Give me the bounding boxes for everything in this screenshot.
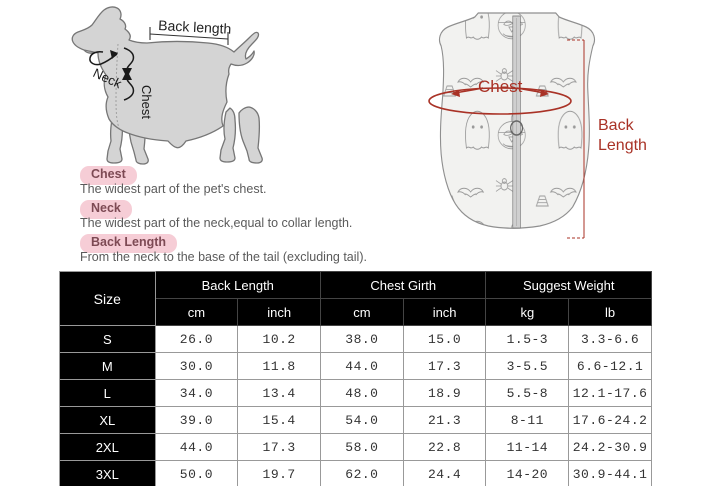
svg-text:Chest: Chest [478,77,523,96]
svg-text:Length: Length [598,137,647,154]
svg-text:Back: Back [598,117,635,134]
